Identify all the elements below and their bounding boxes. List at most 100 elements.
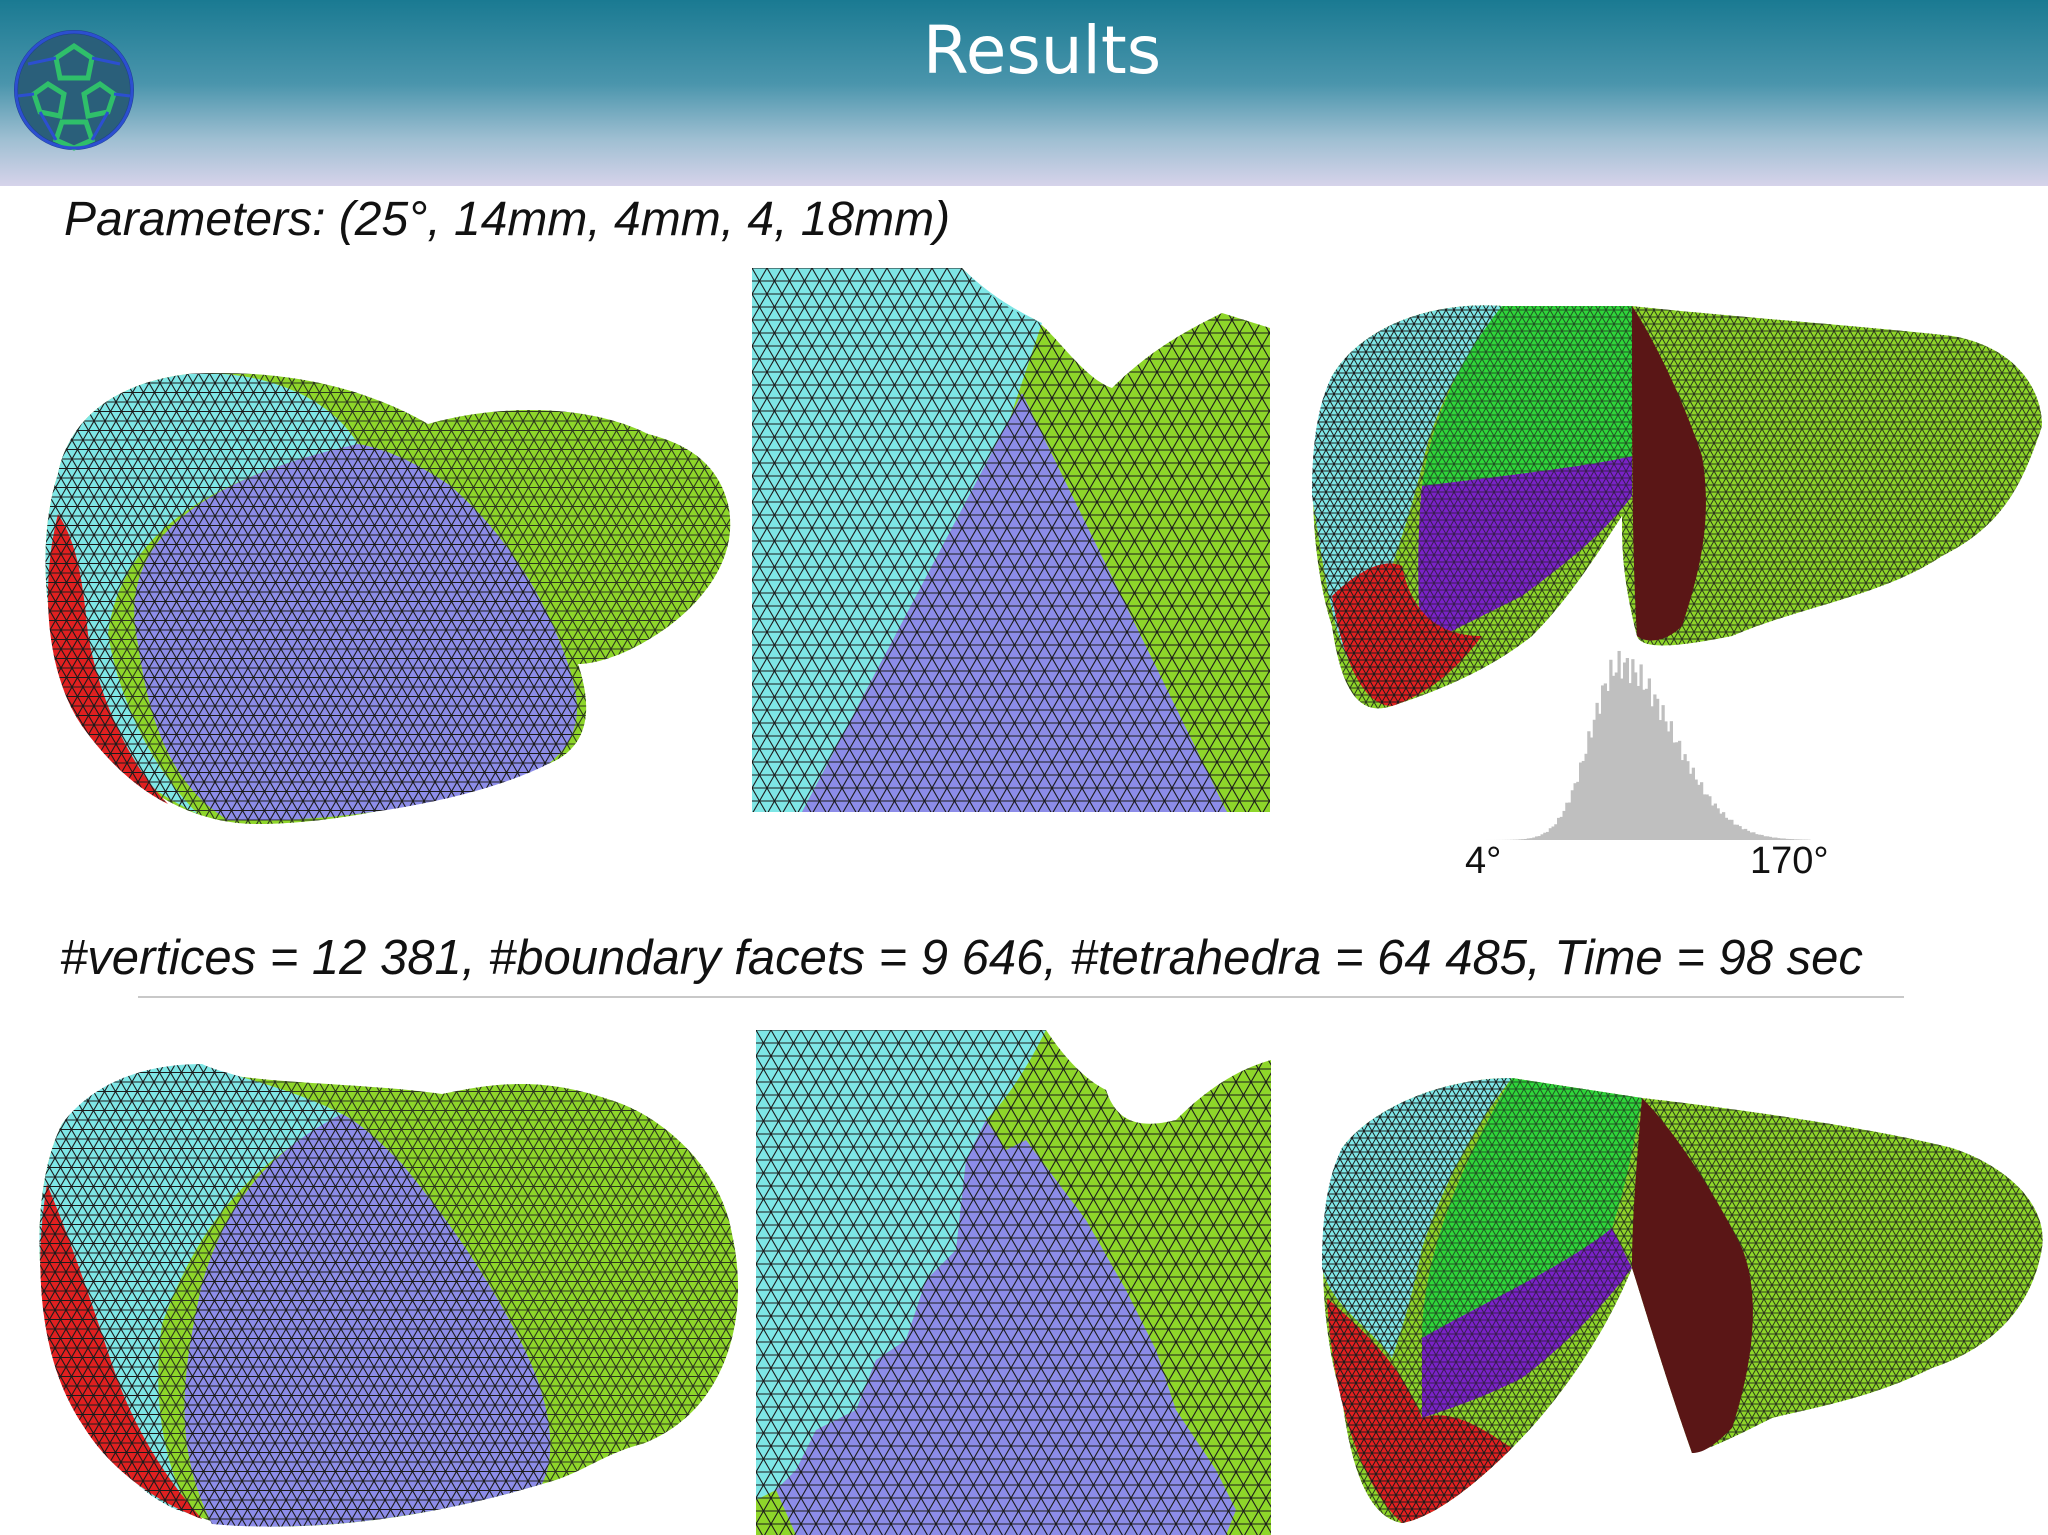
- histogram-bar: [1788, 838, 1792, 840]
- histogram-bar: [1529, 838, 1533, 840]
- histogram-bar: [1573, 783, 1577, 840]
- histogram-bar: [1570, 790, 1574, 840]
- parameters-caption: Parameters: (25°, 14mm, 4mm, 4, 18mm): [64, 193, 951, 246]
- histogram-bar: [1521, 839, 1525, 840]
- mesh-cut-bottom-right: [1312, 1068, 2048, 1528]
- histogram-bar: [1752, 832, 1756, 840]
- histogram-bar: [1518, 839, 1522, 840]
- histogram-bar: [1766, 836, 1770, 840]
- dihedral-angle-histogram: [1470, 640, 1820, 840]
- histogram-bar: [1601, 685, 1605, 840]
- histogram-bar: [1708, 796, 1712, 840]
- histogram-bar: [1532, 837, 1536, 840]
- mesh-render-top-left: [28, 364, 738, 834]
- histogram-bar: [1551, 826, 1555, 840]
- histogram-bar: [1782, 838, 1786, 840]
- mesh-zoom-bottom-center: [756, 1030, 1276, 1535]
- histogram-bar: [1623, 662, 1627, 840]
- histogram-bar: [1785, 838, 1789, 840]
- histogram-bar: [1612, 675, 1616, 840]
- histogram-bar: [1639, 664, 1643, 840]
- histogram-bar: [1595, 702, 1599, 840]
- histogram-bar: [1719, 813, 1723, 840]
- histogram-bar: [1645, 688, 1649, 840]
- histogram-bar: [1579, 762, 1583, 840]
- histogram-bar: [1678, 740, 1682, 840]
- histogram-bar: [1790, 839, 1794, 840]
- histogram-max-label: 170°: [1750, 840, 1829, 882]
- histogram-bar: [1540, 834, 1544, 840]
- histogram-bar: [1620, 678, 1624, 840]
- histogram-min-label: 4°: [1465, 840, 1502, 882]
- histogram-bar: [1554, 824, 1558, 840]
- histogram-bar: [1680, 760, 1684, 840]
- slide-title: Results: [922, 12, 1162, 89]
- histogram-bar: [1793, 839, 1797, 840]
- histogram-bar: [1689, 773, 1693, 840]
- histogram-bar: [1650, 706, 1654, 840]
- histogram-bar: [1702, 794, 1706, 840]
- histogram-bar: [1711, 805, 1715, 840]
- histogram-bar: [1543, 832, 1547, 840]
- histogram-bar: [1744, 828, 1748, 840]
- histogram-bar: [1667, 731, 1671, 840]
- histogram-bar: [1697, 784, 1701, 840]
- histogram-bar: [1576, 781, 1580, 840]
- histogram-bar: [1799, 839, 1803, 840]
- histogram-bar: [1779, 838, 1783, 840]
- histogram-bar: [1524, 838, 1528, 840]
- histogram-bar: [1631, 659, 1635, 840]
- histogram-bar: [1617, 650, 1621, 840]
- histogram-bar: [1771, 837, 1775, 840]
- histogram-bar: [1568, 802, 1572, 840]
- histogram-bar: [1683, 754, 1687, 840]
- histogram-bar: [1526, 838, 1530, 840]
- histogram-bar: [1716, 808, 1720, 840]
- histogram-bar: [1733, 824, 1737, 840]
- histogram-bar: [1730, 819, 1734, 840]
- histogram-bar: [1724, 817, 1728, 840]
- histogram-bar: [1587, 731, 1591, 840]
- histogram-bar: [1537, 836, 1541, 840]
- histogram-bar: [1672, 742, 1676, 840]
- histogram-bar: [1738, 826, 1742, 840]
- mesh-cut-top-right: [1302, 296, 2047, 716]
- histogram-bar: [1700, 782, 1704, 840]
- histogram-bar: [1584, 753, 1588, 840]
- histogram-bar: [1760, 834, 1764, 840]
- histogram-bar: [1592, 719, 1596, 840]
- histogram-bar: [1661, 705, 1665, 840]
- histogram-bar: [1757, 834, 1761, 840]
- histogram-bar: [1796, 839, 1800, 840]
- histogram-bar: [1669, 721, 1673, 840]
- histogram-bar: [1694, 779, 1698, 840]
- histogram-bar: [1664, 721, 1668, 840]
- histogram-bar: [1749, 832, 1753, 840]
- histogram-bar: [1653, 694, 1657, 840]
- histogram-bar: [1727, 819, 1731, 840]
- histogram-bar: [1691, 767, 1695, 840]
- histogram-bar: [1768, 836, 1772, 840]
- histogram-bar: [1609, 659, 1613, 840]
- histogram-bar: [1557, 817, 1561, 840]
- histogram-bar: [1625, 658, 1629, 840]
- histogram-bar: [1562, 810, 1566, 840]
- histogram-bar: [1628, 683, 1632, 840]
- histogram-bar: [1686, 761, 1690, 840]
- divider-line: [138, 996, 1904, 998]
- histogram-bar: [1548, 828, 1552, 840]
- histogram-bar: [1535, 836, 1539, 840]
- slide-header: Results: [0, 0, 2048, 186]
- histogram-bar: [1656, 698, 1660, 840]
- histogram-bar: [1636, 685, 1640, 840]
- mesh-stats-caption: #vertices = 12 381, #boundary facets = 9…: [60, 931, 1863, 985]
- mesh-zoom-top-center: [752, 268, 1272, 812]
- histogram-bar: [1565, 802, 1569, 840]
- histogram-bar: [1735, 824, 1739, 840]
- histogram-bar: [1658, 720, 1662, 840]
- histogram-bar: [1603, 683, 1607, 840]
- histogram-bar: [1675, 742, 1679, 840]
- mesh-sphere-logo-icon: [8, 24, 140, 156]
- histogram-bar: [1581, 760, 1585, 840]
- histogram-bar: [1590, 737, 1594, 840]
